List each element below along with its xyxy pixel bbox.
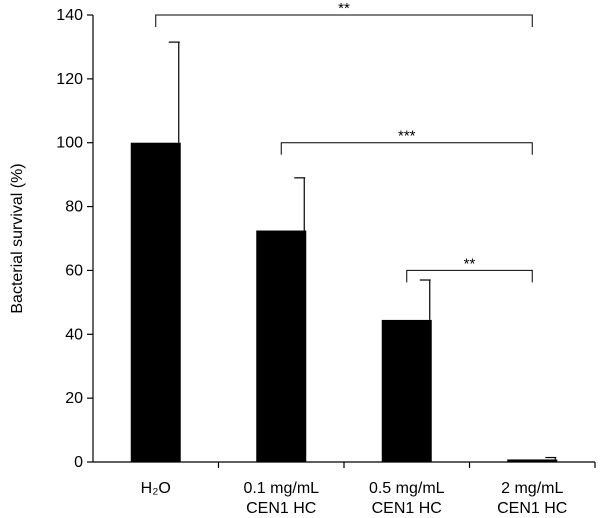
y-axis-ticks: 0 20 40 60 80 100 120 140 — [56, 7, 93, 471]
y-tick-label: 140 — [56, 7, 83, 24]
x-axis-categories: H₂O 0.1 mg/mL CEN1 HC 0.5 mg/mL CEN1 HC 2 mg/… — [141, 480, 568, 517]
y-tick-label: 100 — [56, 135, 83, 152]
category-label: 0.1 mg/mL CEN1 HC — [243, 480, 319, 517]
significance-label: ** — [338, 0, 350, 17]
significance-label: *** — [398, 128, 416, 145]
significance-bracket — [155, 14, 533, 27]
bar — [381, 319, 432, 462]
category-label: 2 mg/mL CEN1 HC — [497, 480, 567, 517]
y-axis-title: Bacterial survival (%) — [9, 163, 26, 313]
y-tick-label: 80 — [65, 199, 83, 216]
bar — [507, 459, 558, 462]
significance-label: ** — [464, 255, 476, 272]
significance-bracket — [280, 142, 533, 155]
error-bars — [168, 41, 557, 460]
bar — [256, 230, 307, 462]
y-tick-label: 0 — [74, 454, 83, 471]
bars — [130, 142, 558, 462]
axes — [92, 15, 596, 468]
significance-brackets: ******* — [155, 0, 533, 283]
y-tick-label: 120 — [56, 71, 83, 88]
y-tick-label: 40 — [65, 326, 83, 343]
category-label: H₂O — [141, 480, 171, 497]
y-tick-label: 20 — [65, 390, 83, 407]
significance-bracket — [406, 269, 533, 283]
bar — [130, 142, 181, 462]
y-tick-label: 60 — [65, 262, 83, 279]
category-label: 0.5 mg/mL CEN1 HC — [369, 480, 445, 517]
